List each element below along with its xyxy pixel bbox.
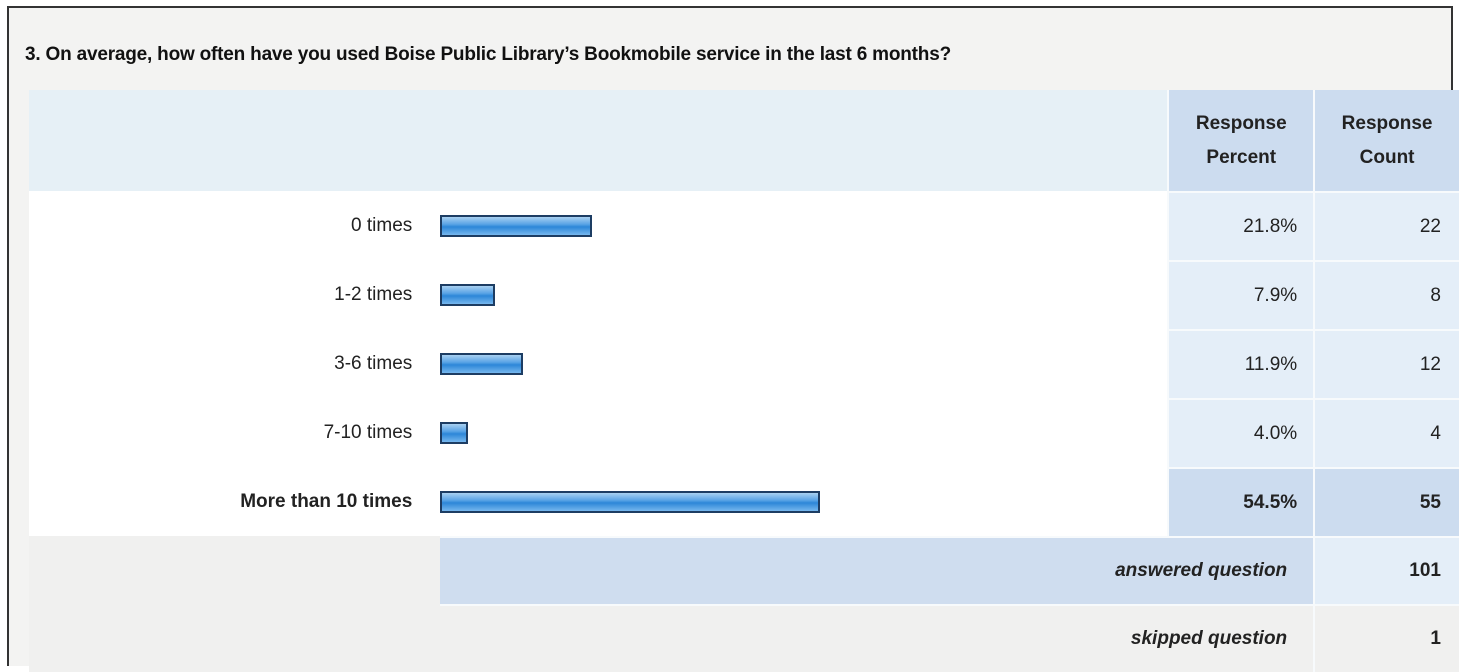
bar bbox=[440, 352, 524, 375]
bar bbox=[440, 214, 593, 237]
bar-cell bbox=[440, 467, 1168, 536]
response-count: 12 bbox=[1313, 329, 1459, 398]
response-table: Response Percent Response Count 0 times … bbox=[29, 90, 1459, 672]
table-row: More than 10 times 54.5% 55 bbox=[29, 467, 1459, 536]
row-label: More than 10 times bbox=[29, 467, 441, 536]
response-percent: 4.0% bbox=[1167, 398, 1314, 467]
footer-blank bbox=[29, 604, 441, 672]
bar-cell bbox=[440, 191, 1168, 260]
response-percent: 54.5% bbox=[1167, 467, 1314, 536]
response-count: 4 bbox=[1313, 398, 1459, 467]
answered-question-label: answered question bbox=[440, 536, 1314, 604]
row-label: 1-2 times bbox=[29, 260, 441, 329]
bar bbox=[440, 283, 496, 306]
bar-cell bbox=[440, 398, 1168, 467]
table-row: 1-2 times 7.9% 8 bbox=[29, 260, 1459, 329]
response-percent: 7.9% bbox=[1167, 260, 1314, 329]
header-response-percent: Response Percent bbox=[1167, 90, 1314, 191]
header-response-count: Response Count bbox=[1313, 90, 1459, 191]
response-percent: 11.9% bbox=[1167, 329, 1314, 398]
answered-row: answered question 101 bbox=[29, 536, 1459, 604]
skipped-row: skipped question 1 bbox=[29, 604, 1459, 672]
bar bbox=[440, 421, 469, 444]
header-blank bbox=[29, 90, 1168, 191]
question-title: 3. On average, how often have you used B… bbox=[25, 44, 951, 65]
footer-blank bbox=[29, 536, 441, 604]
bar-cell bbox=[440, 260, 1168, 329]
table-row: 3-6 times 11.9% 12 bbox=[29, 329, 1459, 398]
table-row: 7-10 times 4.0% 4 bbox=[29, 398, 1459, 467]
bar-cell bbox=[440, 329, 1168, 398]
response-count: 22 bbox=[1313, 191, 1459, 260]
survey-panel: 3. On average, how often have you used B… bbox=[7, 6, 1459, 672]
bar bbox=[440, 490, 821, 513]
row-label: 0 times bbox=[29, 191, 441, 260]
header-row: Response Percent Response Count bbox=[29, 90, 1459, 191]
response-count: 55 bbox=[1313, 467, 1459, 536]
row-label: 3-6 times bbox=[29, 329, 441, 398]
response-percent: 21.8% bbox=[1167, 191, 1314, 260]
row-label: 7-10 times bbox=[29, 398, 441, 467]
answered-question-value: 101 bbox=[1313, 536, 1459, 604]
response-count: 8 bbox=[1313, 260, 1459, 329]
skipped-question-value: 1 bbox=[1313, 604, 1459, 672]
table-row: 0 times 21.8% 22 bbox=[29, 191, 1459, 260]
skipped-question-label: skipped question bbox=[440, 604, 1314, 672]
